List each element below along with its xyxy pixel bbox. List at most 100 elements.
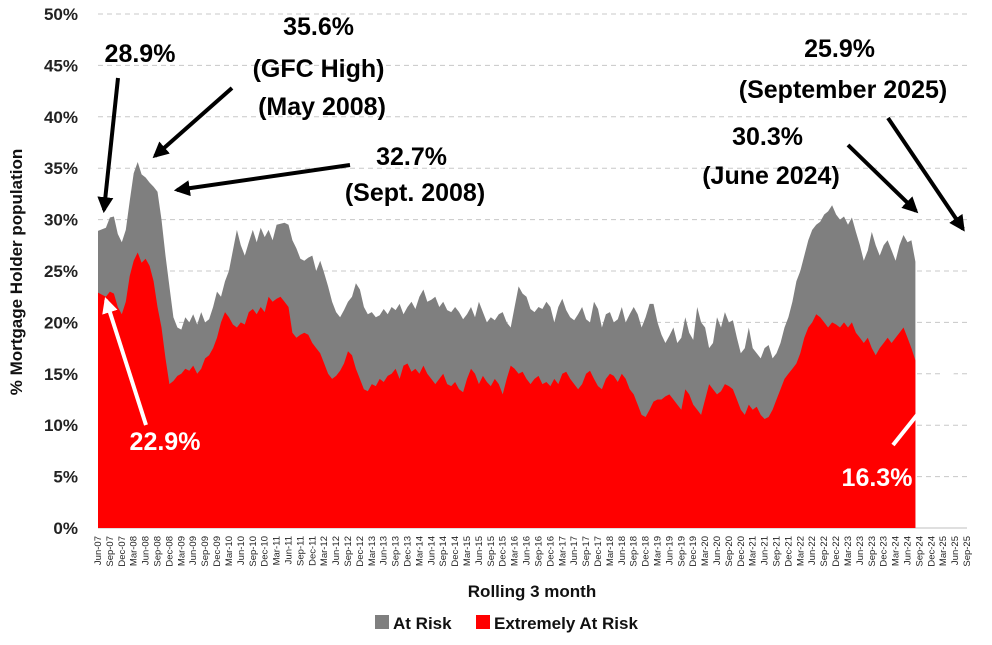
y-tick-label: 35%	[44, 159, 78, 178]
x-tick-label: Jun-11	[284, 536, 295, 564]
annotation-16-3: 16.3%	[842, 464, 913, 492]
x-tick-label: Mar-16	[510, 536, 521, 566]
y-tick-label: 10%	[44, 416, 78, 435]
x-tick-label: Jun-20	[712, 536, 723, 565]
x-tick-label: Jun-19	[664, 536, 675, 565]
x-tick-label: Dec-21	[783, 536, 794, 567]
annotations: 28.9% 35.6% (GFC High) (May 2008) 32.7% …	[105, 13, 948, 492]
x-tick-label: Sep-12	[343, 536, 354, 567]
annotation-35-6: 35.6% (GFC High) (May 2008)	[253, 13, 392, 121]
x-tick-label: Mar-09	[176, 536, 187, 566]
x-tick-label: Sep-14	[438, 536, 449, 567]
x-tick-label: Dec-08	[164, 536, 175, 567]
x-tick-label: Sep-22	[819, 536, 830, 567]
x-tick-label: Mar-11	[272, 536, 283, 565]
x-tick-label: Mar-18	[605, 536, 616, 566]
x-tick-label: Dec-19	[688, 536, 699, 567]
x-tick-label: Dec-20	[736, 536, 747, 567]
legend-label-extremely-at-risk: Extremely At Risk	[494, 614, 638, 633]
x-tick-label: Mar-17	[557, 536, 568, 566]
y-axis-title: % Mortgage Holder population	[7, 149, 26, 396]
area-extremely-at-risk	[98, 252, 916, 528]
y-tick-label: 25%	[44, 262, 78, 281]
x-tick-label: Mar-08	[129, 536, 140, 566]
x-tick-label: Jun-16	[522, 536, 533, 565]
x-tick-label: Mar-24	[891, 536, 902, 566]
x-tick-label: Jun-13	[379, 536, 390, 565]
x-tick-label: Dec-11	[307, 536, 318, 566]
legend: At Risk Extremely At Risk	[375, 614, 638, 633]
x-tick-label: Jun-10	[236, 536, 247, 565]
x-tick-label: Jun-14	[426, 536, 437, 565]
x-tick-label: Sep-09	[200, 536, 211, 567]
x-tick-label: Jun-18	[617, 536, 628, 565]
arrow-22-9	[102, 296, 148, 426]
annotation-arrows	[97, 77, 965, 447]
legend-swatch-at-risk	[375, 615, 389, 629]
x-tick-label: Dec-18	[641, 536, 652, 567]
arrow-28-9	[97, 77, 120, 214]
x-tick-label: Dec-13	[403, 536, 414, 567]
x-tick-label: Dec-24	[926, 536, 937, 567]
x-tick-label: Sep-23	[867, 536, 878, 567]
arrow-32-7	[173, 163, 351, 197]
x-tick-label: Sep-15	[486, 536, 497, 567]
x-tick-label: Jun-23	[855, 536, 866, 565]
x-tick-label: Jun-15	[474, 536, 485, 565]
x-tick-label: Sep-21	[772, 536, 783, 567]
x-axis-title: Rolling 3 month	[468, 582, 596, 601]
arrow-35-6	[152, 86, 234, 159]
x-tick-label: Jun-24	[903, 536, 914, 565]
x-tick-label: Dec-15	[498, 536, 509, 567]
y-tick-label: 40%	[44, 108, 78, 127]
x-tick-label: Mar-13	[367, 536, 378, 566]
x-tick-label: Jun-09	[188, 536, 199, 565]
arrow-30-3	[846, 143, 919, 214]
x-tick-label: Mar-19	[653, 536, 664, 566]
x-tick-label: Mar-23	[843, 536, 854, 566]
x-tick-label: Jun-08	[141, 536, 152, 565]
x-tick-label: Dec-22	[831, 536, 842, 567]
x-tick-label: Mar-14	[414, 536, 425, 566]
x-tick-label: Sep-19	[676, 536, 687, 567]
arrow-16-3	[891, 367, 955, 447]
x-tick-label: Jun-17	[569, 536, 580, 565]
x-tick-label: Sep-11	[295, 536, 306, 566]
x-tick-label: Jun-21	[760, 536, 771, 565]
annotation-25-9: 25.9% (September 2025)	[739, 35, 947, 104]
x-tick-label: Mar-20	[700, 536, 711, 566]
x-tick-label: Sep-18	[629, 536, 640, 567]
x-tick-label: Mar-15	[462, 536, 473, 566]
x-tick-label: Dec-16	[545, 536, 556, 567]
x-tick-label: Mar-10	[224, 536, 235, 566]
annotation-22-9: 22.9%	[130, 428, 201, 456]
x-tick-label: Jun-12	[331, 536, 342, 565]
y-tick-label: 30%	[44, 211, 78, 230]
y-tick-label: 20%	[44, 313, 78, 332]
y-tick-label: 45%	[44, 56, 78, 75]
x-tick-label: Sep-10	[248, 536, 259, 567]
x-tick-label: Mar-25	[938, 536, 949, 566]
x-tick-label: Mar-12	[319, 536, 330, 566]
x-tick-label: Sep-17	[581, 536, 592, 567]
x-tick-label: Dec-23	[879, 536, 890, 567]
x-tick-label: Jun-07	[93, 536, 104, 565]
y-axis-ticks: 0% 5% 10% 15% 20% 25% 30% 35% 40% 45% 50%	[44, 5, 78, 538]
x-tick-label: Dec-10	[260, 536, 271, 567]
x-tick-label: Mar-22	[795, 536, 806, 566]
plot-areas	[98, 162, 916, 528]
x-tick-label: Sep-24	[914, 536, 925, 567]
x-tick-label: Sep-07	[105, 536, 116, 567]
y-tick-label: 15%	[44, 365, 78, 384]
x-tick-label: Sep-20	[724, 536, 735, 567]
y-tick-label: 0%	[53, 519, 78, 538]
x-axis-ticks: Jun-07 Sep-07 Dec-07 Mar-08 Jun-08 Sep-08 Dec-…	[93, 536, 973, 567]
x-tick-label: Dec-12	[355, 536, 366, 567]
x-tick-label: Dec-07	[117, 536, 128, 567]
x-tick-label: Mar-21	[748, 536, 759, 566]
annotation-32-7: 32.7% (Sept. 2008)	[345, 143, 485, 207]
annotation-28-9: 28.9%	[105, 40, 176, 68]
x-tick-label: Jun-22	[807, 536, 818, 565]
x-tick-label: Sep-16	[534, 536, 545, 567]
